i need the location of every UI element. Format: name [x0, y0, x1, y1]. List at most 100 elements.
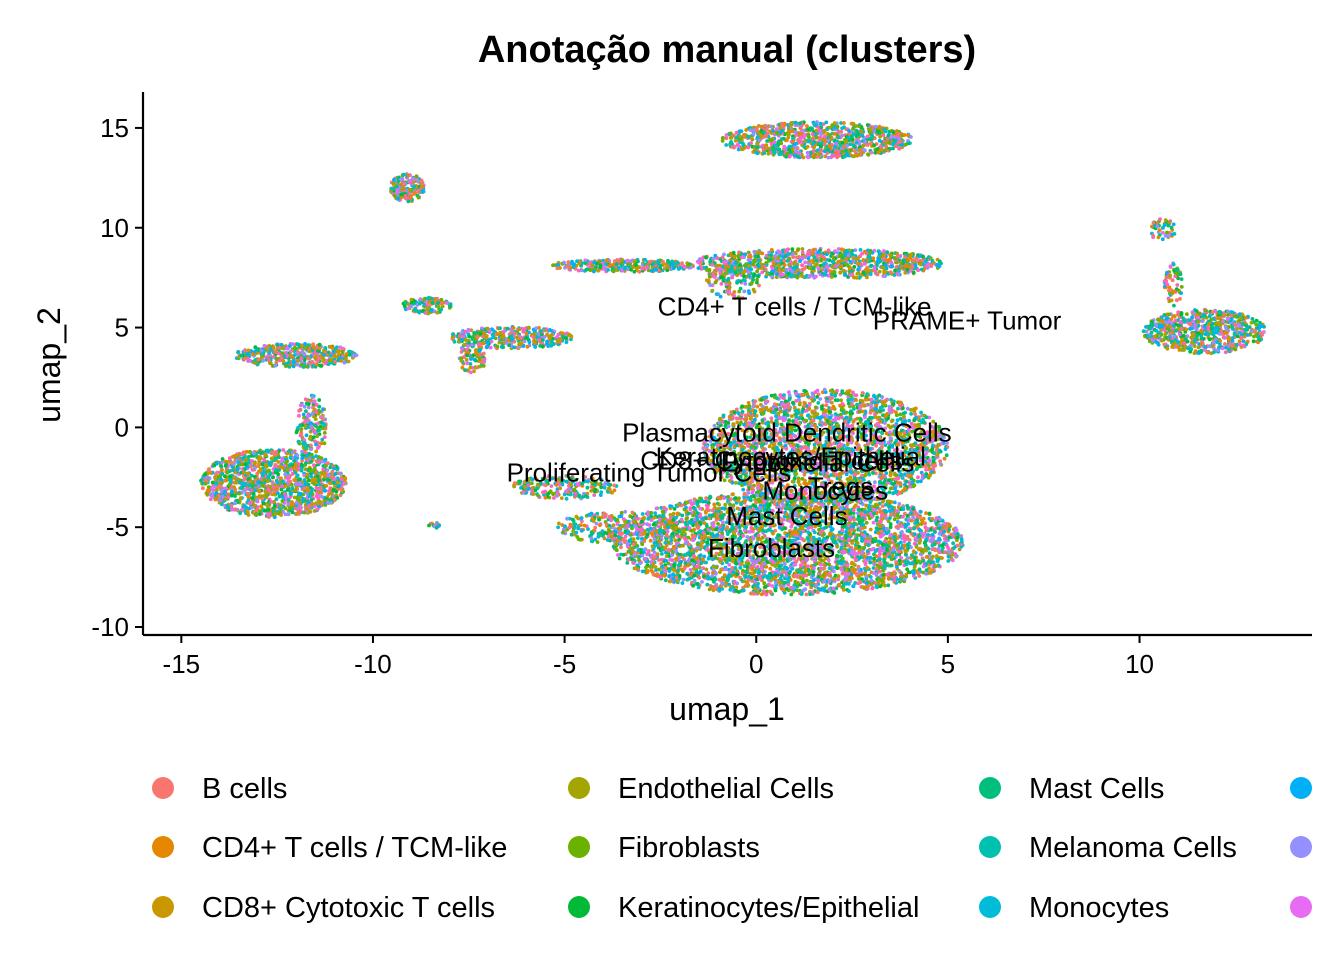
point: [917, 254, 922, 259]
point: [253, 488, 258, 493]
point: [207, 489, 211, 494]
point: [796, 154, 800, 159]
point: [774, 127, 779, 131]
point: [230, 454, 235, 459]
point: [832, 270, 837, 275]
point: [782, 144, 787, 149]
point: [751, 262, 755, 266]
point: [303, 342, 307, 346]
point: [285, 451, 290, 456]
point: [409, 300, 414, 305]
point: [468, 362, 473, 366]
point: [704, 278, 709, 283]
point: [564, 340, 569, 345]
point: [266, 475, 271, 480]
point: [340, 350, 345, 354]
point: [577, 494, 582, 499]
point: [256, 357, 261, 362]
point: [806, 139, 811, 144]
point: [882, 149, 887, 153]
point: [841, 269, 846, 273]
point: [832, 153, 837, 158]
point: [873, 124, 878, 129]
point: [724, 143, 729, 147]
point: [819, 254, 824, 258]
point: [816, 148, 820, 153]
point: [281, 466, 285, 470]
point: [248, 359, 253, 363]
point: [206, 468, 211, 472]
point: [266, 487, 271, 492]
point: [314, 501, 318, 506]
point: [436, 304, 441, 309]
point: [314, 409, 319, 414]
point: [765, 272, 769, 277]
point: [762, 130, 767, 135]
point: [777, 267, 782, 272]
point: [575, 259, 579, 264]
point: [755, 151, 760, 156]
point: [245, 352, 249, 356]
point: [331, 480, 336, 485]
point: [392, 177, 396, 182]
point: [843, 273, 848, 277]
point: [854, 124, 859, 128]
point: [348, 353, 352, 357]
point: [250, 496, 255, 501]
point: [299, 427, 304, 432]
point: [596, 268, 601, 273]
point: [315, 434, 320, 439]
point: [261, 473, 265, 478]
point: [844, 262, 848, 266]
point: [281, 359, 286, 363]
point: [786, 132, 791, 137]
point: [895, 254, 900, 258]
point: [285, 459, 290, 464]
point: [878, 134, 882, 139]
point: [301, 412, 306, 417]
point: [592, 260, 597, 265]
point: [856, 267, 860, 272]
point: [822, 149, 827, 154]
point: [850, 137, 855, 142]
point: [782, 258, 786, 263]
point: [846, 153, 850, 158]
point: [704, 255, 708, 260]
point: [811, 149, 816, 153]
point: [425, 302, 430, 307]
point: [724, 136, 729, 141]
point: [310, 412, 315, 416]
point: [220, 457, 225, 461]
point: [311, 345, 316, 349]
point: [868, 272, 873, 276]
point: [223, 464, 228, 468]
point: [855, 130, 860, 134]
point: [906, 257, 911, 262]
point: [790, 129, 795, 134]
point: [734, 130, 739, 135]
point: [523, 326, 528, 331]
point: [280, 456, 284, 461]
point: [325, 468, 330, 473]
point: [814, 258, 819, 263]
point: [276, 491, 280, 495]
point: [565, 264, 570, 269]
point: [794, 149, 799, 154]
point: [306, 414, 310, 418]
point: [713, 280, 718, 285]
point: [435, 310, 440, 315]
scatter-points: [199, 120, 1266, 597]
point: [738, 129, 743, 134]
point: [319, 486, 323, 490]
point: [612, 488, 617, 493]
point: [316, 478, 321, 483]
point: [335, 496, 340, 500]
point: [798, 259, 802, 264]
point: [855, 271, 860, 276]
point: [262, 478, 267, 482]
point: [310, 359, 315, 364]
point: [498, 326, 502, 331]
point: [308, 436, 312, 441]
point: [782, 121, 787, 126]
